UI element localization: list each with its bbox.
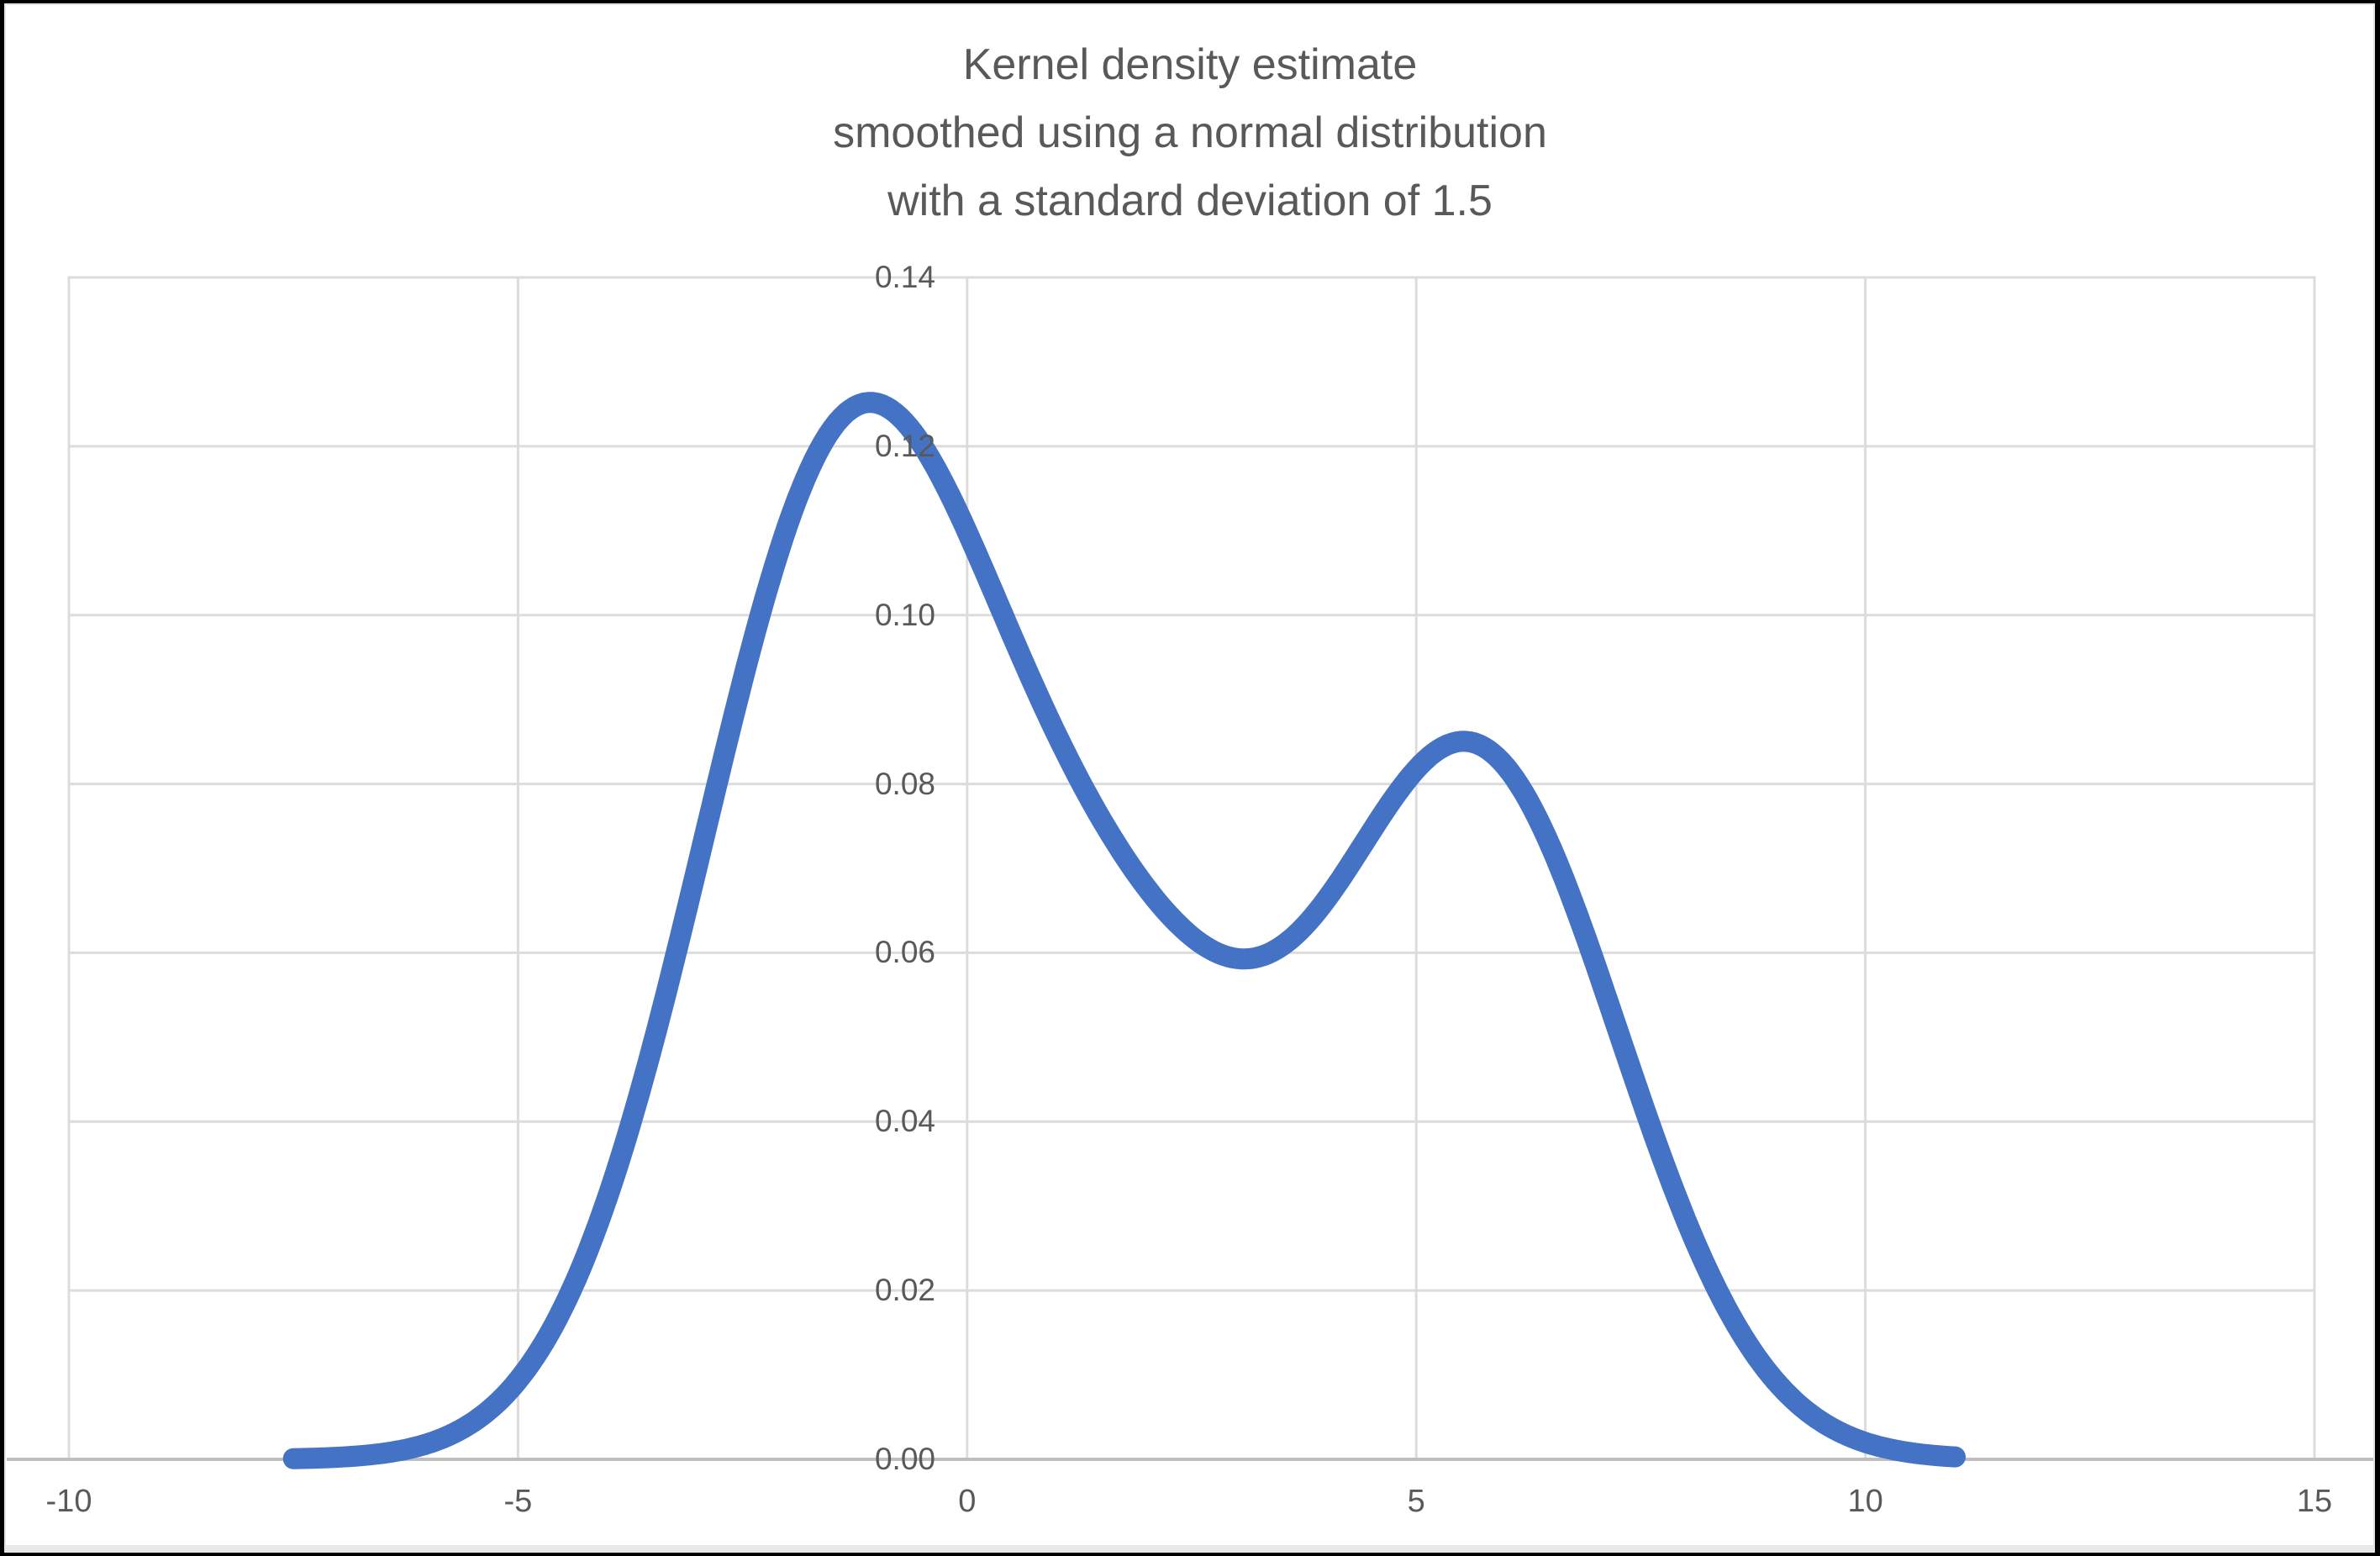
x-tick-label--5: -5 [503,1484,533,1519]
vertical-gridlines [516,277,1867,1459]
chart-title-line-2: smoothed using a normal distribution [833,108,1547,157]
chart-title-line-3: with a standard deviation of 1.5 [887,177,1493,225]
x-tick-label--10: -10 [45,1484,92,1519]
chart-title-line-1: Kernel density estimate [962,40,1418,89]
y-tick-label-0.14: 0.14 [874,260,935,294]
y-tick-label-0.06: 0.06 [874,935,935,970]
y-tick-label-0.12: 0.12 [874,428,935,463]
y-tick-label-0.04: 0.04 [874,1104,935,1139]
x-tick-label-10: 10 [1847,1484,1883,1519]
y-tick-label-0.02: 0.02 [874,1273,935,1308]
chart-canvas [4,3,2375,1553]
y-tick-label-0.08: 0.08 [874,766,935,801]
plot-border [67,276,2316,1461]
y-tick-label-0.10: 0.10 [874,597,935,632]
bottom-edge-strip [4,1545,2375,1553]
kde-curve [282,392,1966,1469]
x-tick-label-0: 0 [958,1484,977,1519]
horizontal-gridlines [69,276,2314,1292]
chart-title: Kernel density estimate smoothed using a… [0,31,2380,235]
x-tick-label-5: 5 [1407,1484,1425,1519]
y-tick-label-0.00: 0.00 [874,1442,935,1476]
x-tick-label-15: 15 [2296,1484,2333,1519]
